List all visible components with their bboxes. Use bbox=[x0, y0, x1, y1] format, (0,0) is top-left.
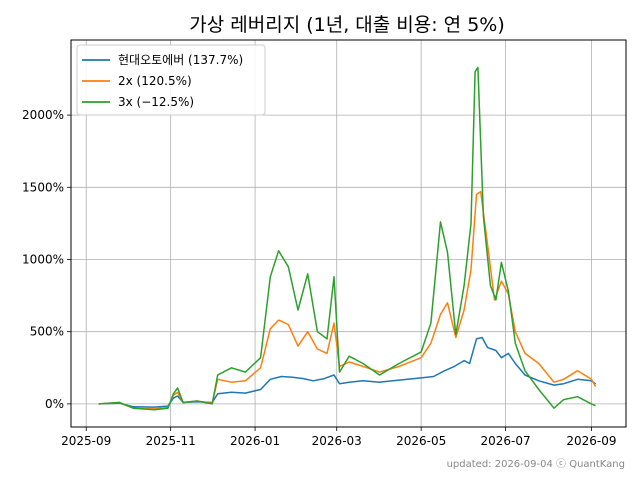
x-tick-label: 2026-09 bbox=[566, 434, 616, 448]
series-lines bbox=[98, 66, 597, 411]
y-tick-label: 1500% bbox=[22, 180, 64, 194]
legend-box bbox=[76, 44, 266, 116]
chart-title: 가상 레버리지 (1년, 대출 비용: 연 5%) bbox=[189, 14, 505, 36]
x-tick-label: 2025-11 bbox=[146, 434, 196, 448]
y-tick-label: 1000% bbox=[22, 252, 64, 266]
x-tick-label: 2026-05 bbox=[396, 434, 446, 448]
legend-label-3: 3x (−12.5%) bbox=[118, 95, 194, 109]
credit-text: updated: 2026-09-04 ⓒ QuantKang bbox=[447, 458, 625, 470]
x-tick-label: 2026-03 bbox=[312, 434, 362, 448]
x-tick-label: 2026-07 bbox=[481, 434, 531, 448]
x-axis: 2025-09 2025-11 2026-01 2026-03 2026-05 2026-… bbox=[61, 427, 616, 448]
x-tick-label: 2025-09 bbox=[61, 434, 111, 448]
legend-label-1: 현대오토에버 (137.7%) bbox=[118, 53, 243, 67]
y-tick-label: 2000% bbox=[22, 108, 64, 122]
y-axis: 0% 500% 1000% 1500% 2000% bbox=[22, 108, 71, 411]
plot-frame bbox=[70, 39, 627, 428]
legend-label-2: 2x (120.5%) bbox=[118, 74, 192, 88]
y-tick-label: 500% bbox=[30, 325, 64, 339]
y-tick-label: 0% bbox=[45, 397, 64, 411]
legend: 현대오토에버 (137.7%) 2x (120.5%) 3x (−12.5%) bbox=[76, 44, 266, 116]
series-line-3 bbox=[98, 66, 596, 411]
x-tick-label: 2026-01 bbox=[230, 434, 280, 448]
